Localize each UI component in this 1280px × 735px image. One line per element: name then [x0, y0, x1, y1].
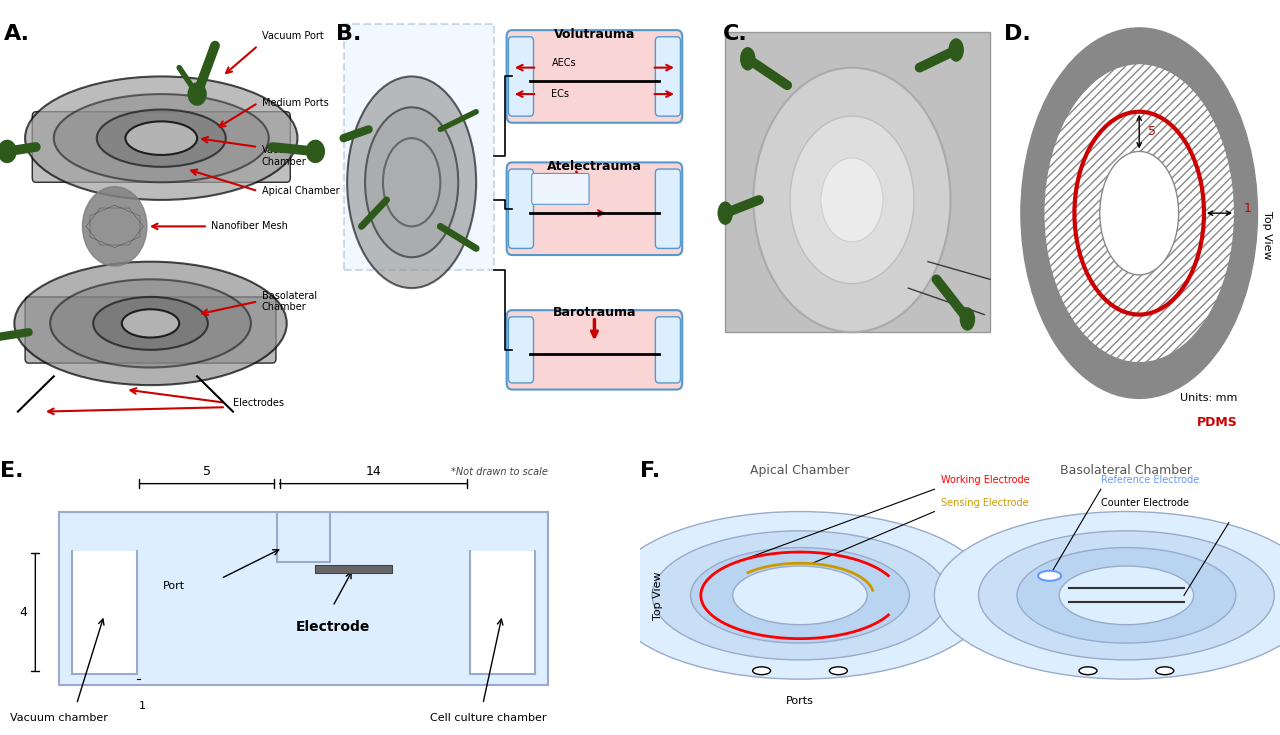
Ellipse shape [365, 107, 458, 257]
Text: 5: 5 [202, 465, 211, 478]
Text: C.: C. [722, 24, 748, 43]
Text: Ports: Ports [786, 696, 814, 706]
Text: Barotrauma: Barotrauma [553, 306, 636, 319]
Text: Counter Electrode: Counter Electrode [1101, 498, 1189, 508]
Circle shape [1079, 667, 1097, 675]
Circle shape [979, 531, 1275, 660]
Text: Nanofiber Mesh: Nanofiber Mesh [211, 221, 288, 232]
Text: AECs: AECs [552, 58, 576, 68]
Bar [726, 32, 989, 332]
Text: Medium Ports: Medium Ports [261, 98, 329, 108]
Text: 14: 14 [1132, 187, 1147, 200]
Text: E.: E. [0, 462, 23, 481]
Circle shape [188, 83, 206, 105]
Circle shape [691, 548, 910, 643]
Text: PDMS: PDMS [1197, 416, 1238, 429]
FancyBboxPatch shape [26, 297, 276, 363]
FancyBboxPatch shape [32, 112, 291, 182]
Circle shape [1060, 566, 1194, 625]
Ellipse shape [383, 138, 440, 226]
Text: Vacuum chamber: Vacuum chamber [10, 713, 108, 723]
Text: Basolateral
Chamber: Basolateral Chamber [261, 290, 316, 312]
FancyBboxPatch shape [508, 37, 534, 116]
FancyBboxPatch shape [507, 310, 682, 390]
Text: Reference Electrode: Reference Electrode [1101, 476, 1199, 485]
Text: 1: 1 [140, 701, 146, 711]
Text: Volutrauma: Volutrauma [554, 28, 635, 41]
Text: 1: 1 [1243, 202, 1252, 215]
Ellipse shape [93, 297, 207, 350]
Text: F.: F. [640, 462, 660, 481]
FancyBboxPatch shape [655, 169, 681, 248]
Text: D.: D. [1004, 24, 1030, 43]
Circle shape [1100, 151, 1179, 275]
Circle shape [1156, 667, 1174, 675]
Text: Atelectrauma: Atelectrauma [547, 160, 641, 173]
FancyBboxPatch shape [508, 317, 534, 383]
Bar [315, 564, 392, 573]
Text: Basolateral Chamber: Basolateral Chamber [1060, 464, 1193, 477]
Bar [72, 551, 137, 673]
Ellipse shape [54, 94, 269, 182]
Text: ECs: ECs [552, 89, 570, 99]
FancyBboxPatch shape [655, 317, 681, 383]
Text: Vacuum Port: Vacuum Port [261, 31, 324, 41]
Ellipse shape [26, 76, 297, 200]
Circle shape [718, 202, 732, 224]
Text: Units: mm: Units: mm [1180, 392, 1238, 403]
Circle shape [1038, 571, 1061, 581]
Text: Apical Chamber: Apical Chamber [750, 464, 850, 477]
Circle shape [934, 512, 1280, 679]
FancyBboxPatch shape [655, 37, 681, 116]
Text: 14: 14 [365, 465, 381, 478]
Circle shape [1043, 63, 1235, 363]
Text: Working Electrode: Working Electrode [941, 476, 1029, 485]
Text: Electrode: Electrode [296, 620, 370, 634]
Text: 4: 4 [19, 606, 27, 619]
Ellipse shape [347, 76, 476, 288]
Ellipse shape [97, 110, 225, 167]
Circle shape [653, 531, 947, 660]
Ellipse shape [125, 121, 197, 155]
Text: Port: Port [163, 581, 184, 592]
Text: Cell culture chamber: Cell culture chamber [430, 713, 547, 723]
Circle shape [608, 512, 992, 679]
Text: Apical Chamber: Apical Chamber [261, 186, 339, 196]
Text: A.: A. [4, 24, 29, 43]
Circle shape [1018, 548, 1236, 643]
FancyBboxPatch shape [507, 30, 682, 123]
FancyBboxPatch shape [531, 173, 589, 204]
Text: Top View: Top View [653, 571, 663, 620]
Ellipse shape [820, 158, 883, 242]
FancyBboxPatch shape [507, 162, 682, 255]
Ellipse shape [50, 279, 251, 368]
Ellipse shape [790, 116, 914, 284]
Ellipse shape [754, 68, 951, 332]
Circle shape [829, 667, 847, 675]
Circle shape [82, 187, 147, 266]
Bar [59, 512, 548, 685]
Circle shape [0, 140, 17, 162]
Circle shape [306, 140, 324, 162]
Circle shape [960, 308, 974, 330]
Text: *Not drawn to scale: *Not drawn to scale [451, 467, 548, 477]
Ellipse shape [122, 309, 179, 337]
Text: 5: 5 [1148, 125, 1156, 138]
Text: Electrodes: Electrodes [233, 398, 284, 408]
Circle shape [1021, 28, 1257, 398]
Circle shape [741, 48, 755, 70]
Text: Vacuum
Chamber: Vacuum Chamber [261, 145, 306, 167]
Text: Sensing Electrode: Sensing Electrode [941, 498, 1028, 508]
FancyBboxPatch shape [343, 24, 494, 270]
Circle shape [753, 667, 771, 675]
Text: B.: B. [337, 24, 362, 43]
FancyBboxPatch shape [508, 169, 534, 248]
Bar [470, 551, 535, 673]
Circle shape [950, 39, 964, 61]
Circle shape [732, 566, 868, 625]
Ellipse shape [14, 262, 287, 385]
Text: Top View: Top View [1262, 211, 1271, 259]
Bar [276, 512, 330, 562]
